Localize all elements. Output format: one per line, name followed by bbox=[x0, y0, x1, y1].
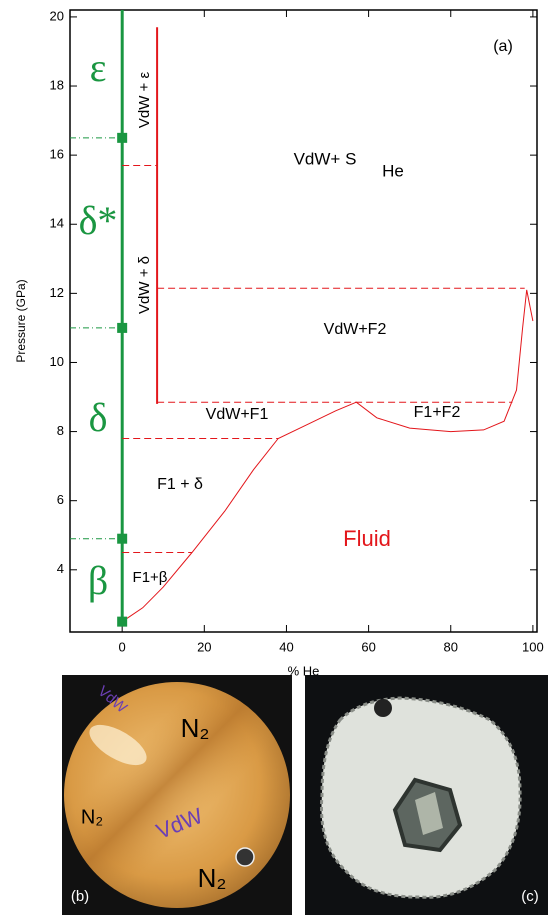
transition-marker bbox=[117, 132, 128, 143]
y-tick-label: 18 bbox=[50, 77, 64, 92]
plot-frame bbox=[69, 9, 538, 633]
y-tick-label: 8 bbox=[57, 423, 64, 438]
y-tick-label: 12 bbox=[50, 285, 64, 300]
phase-boundary bbox=[121, 289, 534, 623]
annotation: (a) bbox=[493, 38, 513, 55]
annotation: δ* bbox=[79, 198, 118, 243]
photo-label: N₂ bbox=[81, 806, 103, 828]
photo-b-highlight bbox=[89, 724, 147, 766]
y-tick-label: 6 bbox=[57, 492, 64, 507]
x-tick-label: 80 bbox=[444, 639, 458, 654]
photo-c-ruby bbox=[374, 699, 392, 717]
y-tick-label: 14 bbox=[50, 216, 64, 231]
transition-marker bbox=[117, 322, 128, 333]
photo-label: N₂ bbox=[198, 863, 227, 893]
photo-label: (b) bbox=[71, 888, 89, 905]
y-tick-label: 10 bbox=[50, 354, 64, 369]
y-tick-label: 16 bbox=[50, 147, 64, 162]
annotation: β bbox=[88, 558, 108, 603]
annotation: VdW+F2 bbox=[324, 321, 387, 338]
photo-label: (c) bbox=[521, 888, 539, 905]
x-tick-label: 20 bbox=[197, 639, 211, 654]
photo-c-crystal-face bbox=[415, 792, 443, 835]
annotation: He bbox=[382, 161, 404, 180]
x-tick-label: 40 bbox=[279, 639, 293, 654]
annotation: VdW + δ bbox=[136, 256, 153, 314]
annotation: F1 + δ bbox=[157, 476, 203, 493]
x-tick-label: 0 bbox=[119, 639, 126, 654]
annotation: VdW+ S bbox=[294, 149, 357, 168]
y-tick-label: 20 bbox=[50, 8, 64, 23]
x-tick-label: 60 bbox=[361, 639, 375, 654]
y-tick-label: 4 bbox=[57, 561, 64, 576]
x-tick-label: 100 bbox=[522, 639, 544, 654]
annotation: F1+β bbox=[133, 569, 168, 586]
transition-marker bbox=[117, 533, 128, 544]
annotation: δ bbox=[89, 395, 108, 440]
photo-label: N₂ bbox=[181, 713, 210, 743]
annotation: Fluid bbox=[343, 526, 391, 551]
annotation: F1+F2 bbox=[414, 404, 461, 421]
photo-b-band bbox=[64, 682, 290, 908]
transition-marker bbox=[117, 616, 128, 627]
annotation: VdW+F1 bbox=[206, 406, 269, 423]
photo-b-ruby bbox=[235, 847, 255, 867]
annotation: ε bbox=[90, 45, 107, 90]
annotation: VdW + ε bbox=[136, 72, 153, 129]
x-axis-label: % He bbox=[288, 663, 320, 678]
y-axis-label: Pressure (GPa) bbox=[14, 279, 28, 362]
